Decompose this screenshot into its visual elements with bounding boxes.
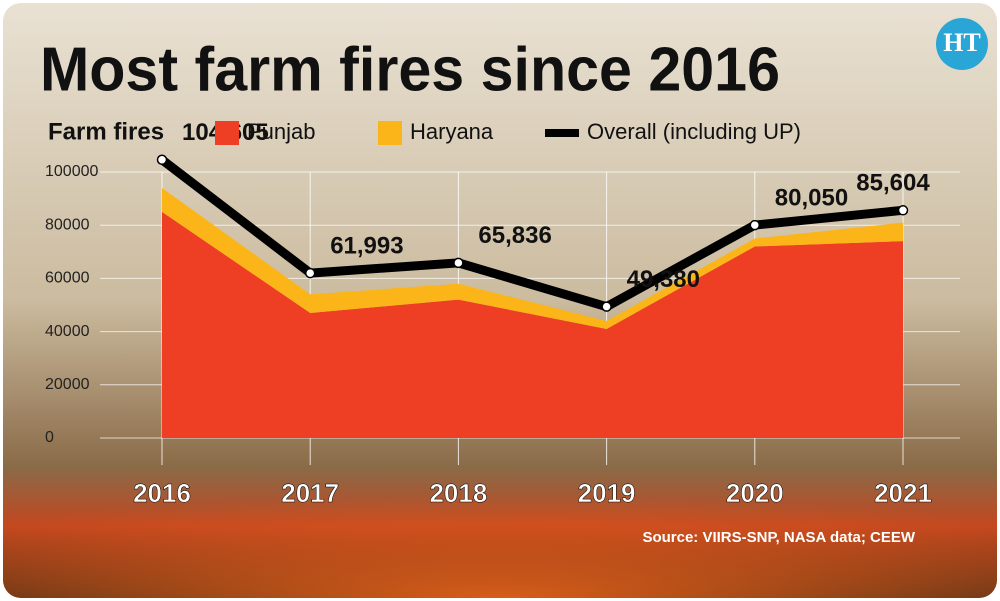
y-tick-label: 60000 bbox=[45, 270, 90, 287]
x-tick-label: 2017 bbox=[281, 478, 339, 508]
legend-label: Haryana bbox=[410, 119, 494, 144]
legend-swatch bbox=[378, 121, 402, 145]
area bbox=[162, 211, 903, 438]
data-label: 49,380 bbox=[627, 266, 700, 293]
logo-circle bbox=[936, 18, 988, 70]
data-label: 85,604 bbox=[856, 170, 930, 197]
source: Source: VIIRS-SNP, NASA data; CEEW bbox=[642, 529, 915, 546]
x-tick-label: 2021 bbox=[874, 478, 932, 508]
point bbox=[601, 301, 612, 312]
line bbox=[159, 156, 904, 312]
x-tick-label: 2019 bbox=[578, 478, 636, 508]
logo: HT bbox=[943, 28, 981, 57]
chart-title: Most farm fires since 2016 bbox=[40, 35, 780, 104]
x-tick-label: 2016 bbox=[133, 478, 191, 508]
y-tick-label: 40000 bbox=[45, 323, 90, 340]
point bbox=[897, 205, 909, 216]
data-label: 61,993 bbox=[330, 232, 403, 259]
point bbox=[453, 257, 464, 269]
fire-glow bbox=[3, 470, 997, 598]
legend-swatch bbox=[545, 129, 579, 137]
legend-swatch bbox=[215, 121, 239, 145]
x-tick-label: 2018 bbox=[429, 478, 487, 508]
data-label: 65,836 bbox=[478, 222, 551, 249]
x-tick-label: 2020 bbox=[726, 478, 784, 508]
point bbox=[156, 154, 168, 166]
legend-label: Overall (including UP) bbox=[587, 119, 801, 144]
legend-title: Farm fires bbox=[48, 118, 164, 145]
y-tick-label: 100000 bbox=[45, 163, 98, 180]
legend-label: Punjab bbox=[247, 119, 316, 144]
point bbox=[749, 219, 761, 231]
area bbox=[162, 187, 903, 329]
y-tick-label: 80000 bbox=[45, 216, 90, 233]
point bbox=[304, 267, 316, 279]
data-label: 80,050 bbox=[775, 184, 848, 211]
y-tick-label: 20000 bbox=[45, 376, 90, 393]
y-tick-label: 0 bbox=[45, 429, 54, 446]
